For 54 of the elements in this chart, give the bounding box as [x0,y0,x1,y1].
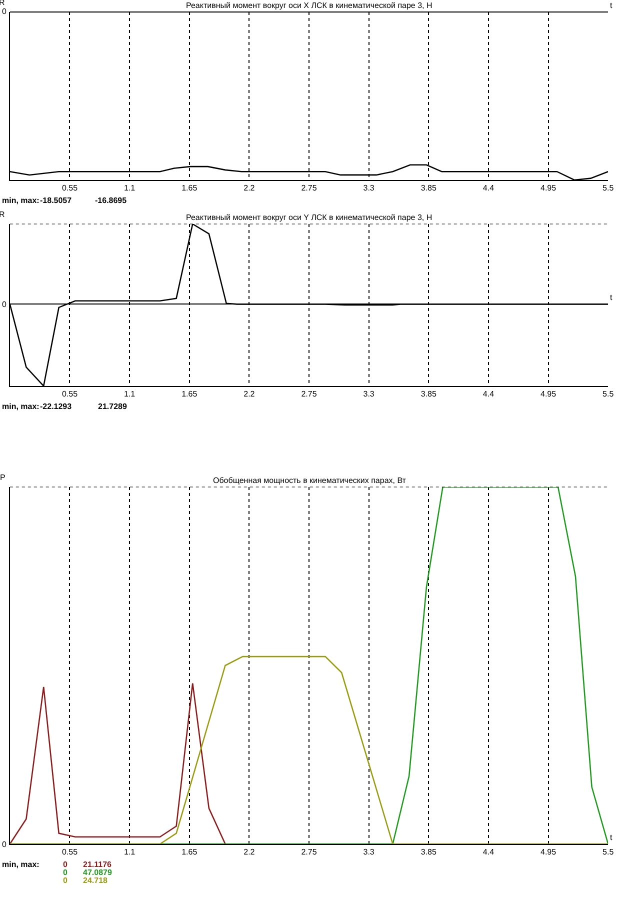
x-tick-label: 3.85 [420,184,437,193]
x-tick-label: 5.5 [602,848,614,857]
text: 47.0879 [83,868,112,877]
text: 0 [2,840,7,849]
text: 0 [2,300,7,309]
text: min, max: [2,860,40,869]
text: min, max: [2,196,40,205]
x-axis-title: t [610,293,613,302]
x-tick-label: 1.65 [182,848,198,857]
x-tick-label: 4.4 [482,848,495,857]
x-axis-title: t [610,833,613,842]
x-tick-label: 2.75 [301,390,318,399]
x-tick-label: 0.55 [62,390,78,399]
chart-title: Обобщенная мощность в кинематических парах, Вт [213,476,406,485]
x-tick-label: 4.95 [540,390,557,399]
x-tick-label: 5.5 [602,184,614,193]
x-tick-label: 2.2 [244,390,256,399]
text: 21.1176 [83,860,112,869]
x-tick-label: 1.1 [124,184,136,193]
x-tick-label: 3.3 [363,848,375,857]
x-tick-label: 1.65 [182,184,198,193]
text: 21.7289 [98,402,128,411]
x-tick-label: 2.75 [301,184,318,193]
chart-title: Реактивный момент вокруг оси X ЛСК в кинематической паре 3, Н [186,1,432,10]
x-tick-label: 4.4 [482,184,495,193]
text: 0 [63,868,68,877]
text: 0 [2,7,7,16]
x-tick-label: 1.1 [124,390,136,399]
text: -22.1293 [40,402,72,411]
x-tick-label: 5.5 [602,390,614,399]
x-tick-label: 2.75 [301,848,318,857]
x-tick-label: 2.2 [244,848,256,857]
x-tick-label: 2.2 [244,184,256,193]
chart-title: Реактивный момент вокруг оси Y ЛСК в кинематической паре 3, Н [186,213,432,222]
text: 0 [63,876,68,885]
text: min, max: [2,402,40,411]
x-tick-label: 1.65 [182,390,198,399]
text: 24.718 [83,876,108,885]
x-tick-label: 1.1 [124,848,136,857]
text: -16.8695 [95,196,128,205]
x-tick-label: 4.95 [540,184,557,193]
x-tick-label: 4.4 [482,390,495,399]
x-axis-title: t [610,1,613,10]
text: 0 [63,860,68,869]
x-tick-label: 3.3 [363,390,375,399]
x-tick-label: 4.95 [540,848,557,857]
text: -18.5057 [40,196,72,205]
x-tick-label: 0.55 [62,848,78,857]
x-tick-label: 3.3 [363,184,375,193]
x-tick-label: 3.85 [420,390,437,399]
x-tick-label: 3.85 [420,848,437,857]
y-axis-title: P [0,473,6,482]
x-tick-label: 0.55 [62,184,78,193]
y-axis-title: R [0,210,5,219]
